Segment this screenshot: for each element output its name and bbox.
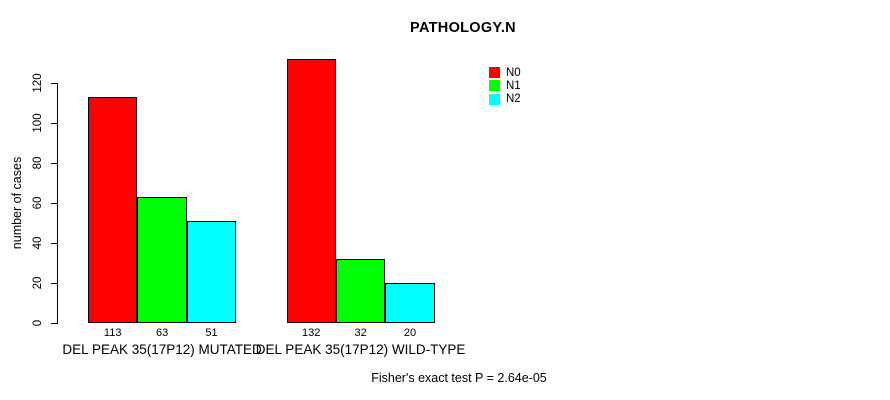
bar-n0-group1 — [88, 97, 138, 323]
legend-item: N1 — [489, 79, 521, 92]
chart-title: PATHOLOGY.N — [410, 20, 516, 36]
legend-swatch-n1 — [489, 80, 500, 92]
legend-item: N0 — [489, 66, 521, 79]
y-tick — [51, 162, 58, 164]
y-tick-label: 60 — [32, 196, 44, 210]
x-category-label: DEL PEAK 35(17P12) MUTATED — [62, 342, 262, 357]
y-tick-label: 100 — [32, 113, 44, 133]
y-tick — [51, 82, 58, 84]
y-axis-line — [57, 83, 58, 324]
y-tick-label: 80 — [32, 156, 44, 170]
bar-n2-group2 — [385, 283, 435, 323]
legend: N0 N1 N2 — [489, 66, 521, 106]
legend-swatch-n0 — [489, 67, 500, 79]
y-tick-label: 20 — [32, 276, 44, 290]
legend-label: N2 — [506, 93, 521, 106]
bar-n1-group2 — [335, 259, 386, 323]
y-tick — [51, 322, 58, 324]
bar-value-label: 63 — [155, 327, 169, 339]
y-tick-label: 120 — [32, 73, 44, 93]
y-tick — [51, 122, 58, 124]
bar-value-label: 51 — [205, 327, 218, 339]
bar-n1-group1 — [137, 197, 187, 323]
bar-n0-group2 — [286, 59, 336, 323]
legend-label: N0 — [506, 66, 521, 79]
bar-value-label: 113 — [103, 327, 122, 339]
bar-n2-group1 — [186, 221, 237, 323]
annotation-text: Fisher's exact test P = 2.64e-05 — [371, 371, 547, 385]
y-axis-label: number of cases — [10, 156, 24, 250]
legend-label: N1 — [506, 79, 521, 92]
y-tick-label: 0 — [32, 319, 44, 327]
bar-value-label: 32 — [354, 327, 367, 339]
legend-swatch-n2 — [489, 93, 500, 105]
bar-value-label: 132 — [302, 327, 321, 339]
x-category-label: DEL PEAK 35(17P12) WILD-TYPE — [255, 342, 466, 357]
bar-value-label: 20 — [403, 327, 417, 339]
legend-item: N2 — [489, 93, 521, 106]
y-tick-label: 40 — [32, 236, 44, 250]
y-tick — [51, 202, 58, 204]
y-tick — [51, 282, 58, 284]
y-tick — [51, 242, 58, 244]
